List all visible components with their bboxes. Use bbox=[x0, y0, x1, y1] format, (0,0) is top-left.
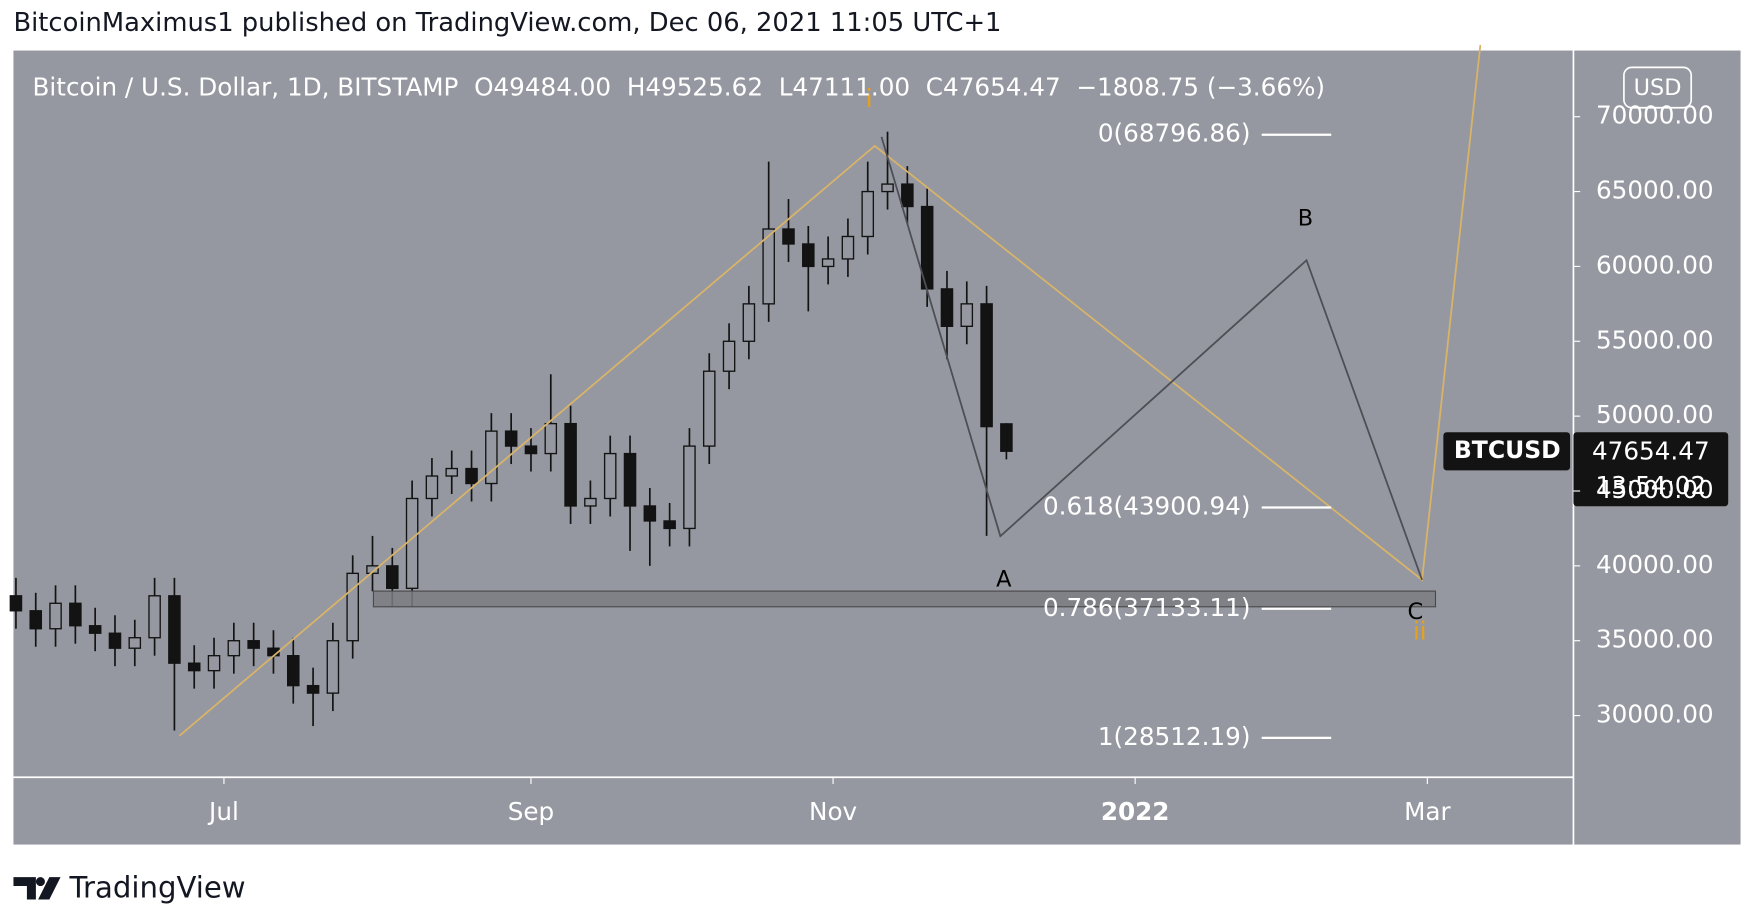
candle-body bbox=[386, 565, 399, 589]
fib-label: 0.618(43900.94) bbox=[1043, 491, 1250, 520]
y-tick-label: 30000.00 bbox=[1596, 700, 1714, 729]
candle-body bbox=[782, 228, 795, 245]
candle-body bbox=[504, 430, 518, 447]
candle-body bbox=[405, 497, 419, 589]
candle-body bbox=[802, 243, 815, 268]
candle-body bbox=[187, 662, 201, 672]
candle-body bbox=[425, 475, 439, 500]
y-tick-label: 40000.00 bbox=[1596, 550, 1714, 579]
symbol-tag: BTCUSD bbox=[1454, 436, 1561, 464]
candle-body bbox=[49, 602, 62, 630]
high: H49525.62 bbox=[627, 73, 763, 102]
candle-body bbox=[148, 595, 161, 639]
candle-body bbox=[901, 183, 914, 208]
candle-body bbox=[108, 632, 122, 649]
fib-label: 1(28512.19) bbox=[1098, 722, 1251, 751]
candle-body bbox=[69, 602, 82, 627]
page-title: BitcoinMaximus1 published on TradingView… bbox=[13, 8, 1001, 38]
x-tick-label: Mar bbox=[1404, 797, 1451, 826]
x-tick-label: Nov bbox=[809, 797, 857, 826]
candle-body bbox=[168, 595, 181, 664]
candle-body bbox=[346, 572, 359, 642]
y-tick-label: 60000.00 bbox=[1596, 250, 1714, 279]
candle-body bbox=[821, 258, 835, 268]
x-tick-label: 2022 bbox=[1101, 797, 1170, 826]
y-tick-label: 50000.00 bbox=[1596, 400, 1714, 429]
abc-line bbox=[880, 136, 1423, 581]
logo-icon bbox=[13, 877, 61, 900]
candle-body bbox=[544, 422, 558, 455]
symbol-tag-box bbox=[1443, 432, 1571, 471]
wave-line bbox=[178, 44, 1482, 737]
close: C47654.47 bbox=[926, 73, 1061, 102]
countdown: 13:54:02 bbox=[1595, 471, 1706, 500]
y-tick-label: 65000.00 bbox=[1596, 176, 1714, 205]
symbol: Bitcoin / U.S. Dollar, 1D, BITSTAMP bbox=[33, 73, 459, 102]
x-tick-label: Jul bbox=[207, 797, 239, 826]
candle-body bbox=[88, 625, 102, 634]
candle-body bbox=[643, 505, 657, 522]
candle-body bbox=[564, 422, 577, 507]
wave-label: i bbox=[866, 84, 873, 113]
candle-body bbox=[366, 565, 379, 575]
candle-body bbox=[881, 183, 894, 193]
candle-body bbox=[445, 467, 459, 477]
candle-body bbox=[306, 684, 320, 694]
candle-body bbox=[960, 303, 974, 327]
candle-body bbox=[485, 430, 498, 485]
open: O49484.00 bbox=[474, 73, 611, 102]
candle-body bbox=[584, 497, 597, 507]
candle-body bbox=[861, 190, 875, 238]
candle-body bbox=[247, 640, 260, 649]
candle-body bbox=[623, 452, 637, 507]
fib-label: 0.786(37133.11) bbox=[1043, 593, 1250, 622]
candle-body bbox=[603, 452, 617, 500]
y-tick-label: 45000.00 bbox=[1596, 475, 1714, 504]
currency-button[interactable] bbox=[1623, 66, 1693, 109]
y-tick-label: 70000.00 bbox=[1596, 101, 1714, 130]
price-box bbox=[1573, 432, 1729, 507]
candle-body bbox=[286, 655, 300, 687]
candle-body bbox=[663, 520, 676, 530]
candle-body bbox=[524, 445, 538, 455]
candle-body bbox=[841, 235, 855, 260]
candle-body bbox=[29, 610, 43, 630]
wave-label: C bbox=[1407, 599, 1423, 625]
candle-body bbox=[227, 640, 241, 657]
wave-label: B bbox=[1298, 205, 1313, 231]
candle-body bbox=[683, 445, 696, 530]
candle-body bbox=[940, 288, 954, 327]
candle-body bbox=[702, 370, 716, 447]
candle-body bbox=[9, 595, 23, 612]
candle-body bbox=[742, 303, 756, 342]
logo-text: TradingView bbox=[69, 870, 246, 904]
price-tag: BTCUSD 47654.47 13:54:02 bbox=[1443, 432, 1729, 507]
x-tick-label: Sep bbox=[508, 797, 554, 826]
candle-body bbox=[980, 303, 993, 428]
candle-body bbox=[1000, 423, 1013, 452]
candle-body bbox=[326, 640, 340, 694]
y-tick-label: 55000.00 bbox=[1596, 325, 1714, 354]
y-tick-label: 35000.00 bbox=[1596, 625, 1714, 654]
wave-label: ii bbox=[1413, 617, 1427, 646]
support-zone bbox=[372, 590, 1437, 608]
low: L47111.00 bbox=[779, 73, 910, 102]
fib-label: 0(68796.86) bbox=[1098, 119, 1251, 148]
currency[interactable]: USD bbox=[1634, 75, 1682, 101]
candle-body bbox=[207, 655, 221, 672]
wave-label: A bbox=[996, 566, 1012, 592]
plot bbox=[9, 131, 1013, 731]
candle-body bbox=[762, 228, 775, 305]
candle-body bbox=[722, 340, 736, 372]
last-price: 47654.47 bbox=[1592, 436, 1710, 465]
change: −1808.75 (−3.66%) bbox=[1076, 73, 1325, 102]
candle-body bbox=[128, 637, 142, 649]
symbol-legend: Bitcoin / U.S. Dollar, 1D, BITSTAMP O4948… bbox=[33, 73, 1326, 102]
candle-body bbox=[465, 467, 478, 485]
